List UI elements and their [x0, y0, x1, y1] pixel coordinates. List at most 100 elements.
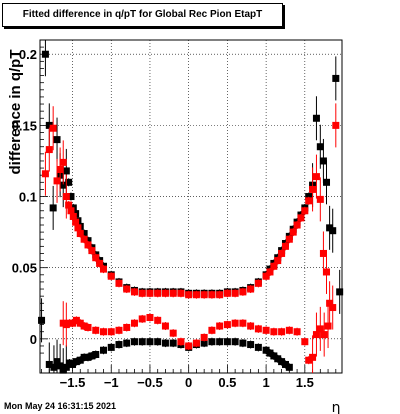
data-point: [305, 193, 313, 201]
series-3: [59, 301, 332, 373]
data-point: [177, 338, 185, 346]
data-point: [247, 285, 255, 293]
data-point: [323, 268, 331, 276]
data-point: [323, 178, 331, 186]
x-tick-label: 1: [262, 375, 269, 390]
data-point: [88, 352, 96, 360]
data-point: [80, 353, 88, 361]
data-point: [45, 146, 53, 154]
data-point: [72, 316, 80, 324]
data-point: [74, 224, 82, 232]
data-point: [53, 358, 61, 366]
data-point: [324, 322, 332, 330]
data-point: [130, 319, 138, 327]
data-point: [53, 177, 61, 185]
data-point: [329, 227, 337, 235]
data-point: [200, 339, 208, 347]
data-point: [239, 319, 247, 327]
data-point: [254, 325, 262, 333]
data-point: [254, 343, 262, 351]
data-point: [320, 331, 328, 339]
data-point: [270, 328, 278, 336]
data-point: [92, 254, 100, 262]
data-point: [65, 178, 73, 186]
data-point: [161, 289, 169, 297]
data-point: [80, 230, 88, 238]
data-point: [107, 343, 115, 351]
data-point: [59, 181, 67, 189]
chart-title: Fitted difference in q/pT for Global Rec…: [2, 3, 283, 27]
data-point: [38, 316, 46, 324]
y-tick-label: 0.05: [12, 261, 37, 276]
data-point: [285, 326, 293, 334]
data-point: [123, 323, 131, 331]
x-axis-label: η: [332, 400, 341, 414]
data-point: [216, 291, 224, 299]
data-point: [123, 339, 131, 347]
data-point: [84, 237, 92, 245]
data-point: [316, 143, 324, 151]
data-point: [123, 285, 131, 293]
data-point: [177, 289, 185, 297]
grid-lines: [40, 40, 342, 373]
x-tick-label: −1.5: [60, 375, 86, 390]
data-point: [216, 338, 224, 346]
data-point: [80, 322, 88, 330]
data-point: [67, 207, 75, 215]
data-point: [216, 322, 224, 330]
x-tick-label: 0.5: [218, 375, 236, 390]
data-point: [115, 279, 123, 287]
data-point: [76, 230, 84, 238]
data-point: [329, 304, 337, 312]
data-point: [223, 321, 231, 329]
data-point: [319, 249, 327, 257]
axis-labels: −1.5 −1 −0.5 0 0.5 1 1.5 0 0.05 0.1 0.15 0.2differe…: [7, 47, 340, 414]
data-point: [169, 289, 177, 297]
y-tick-label: 0.1: [19, 190, 37, 205]
data-point: [67, 193, 75, 201]
x-tick-label: 1.5: [296, 375, 314, 390]
data-point: [231, 338, 239, 346]
data-point: [319, 157, 327, 165]
data-point: [185, 342, 193, 350]
data-point: [146, 338, 154, 346]
data-point: [92, 326, 100, 334]
y-tick-label: 0.2: [19, 47, 37, 62]
data-point: [76, 319, 84, 327]
data-point: [223, 289, 231, 297]
data-point: [326, 299, 334, 307]
data-point: [80, 235, 88, 243]
data-point: [200, 333, 208, 341]
data-point: [293, 328, 301, 336]
data-point: [289, 228, 297, 236]
data-point: [41, 170, 49, 178]
series-0: [38, 298, 293, 374]
data-point: [305, 356, 313, 364]
data-point: [336, 288, 344, 296]
data-point: [262, 272, 270, 280]
data-point: [161, 339, 169, 347]
data-point: [312, 331, 320, 339]
data-point: [96, 259, 104, 267]
data-point: [154, 289, 162, 297]
data-point: [270, 352, 278, 360]
data-point: [84, 353, 92, 361]
data-point: [270, 262, 278, 270]
data-point: [208, 338, 216, 346]
data-point: [56, 166, 64, 173]
timestamp: Mon May 24 16:31:15 2021: [4, 401, 117, 411]
data-point: [138, 289, 146, 297]
data-point: [274, 355, 282, 363]
data-point: [274, 257, 282, 265]
data-point: [69, 319, 77, 327]
data-point: [301, 338, 309, 346]
y-axis-label: difference in q/pT: [7, 49, 24, 174]
data-point: [278, 328, 286, 336]
data-point: [262, 326, 270, 334]
data-point: [115, 341, 123, 349]
data-series: [38, 40, 344, 374]
y-tick-label: 0.15: [12, 118, 37, 133]
data-point: [266, 268, 274, 276]
data-point: [231, 319, 239, 327]
data-point: [92, 351, 100, 358]
